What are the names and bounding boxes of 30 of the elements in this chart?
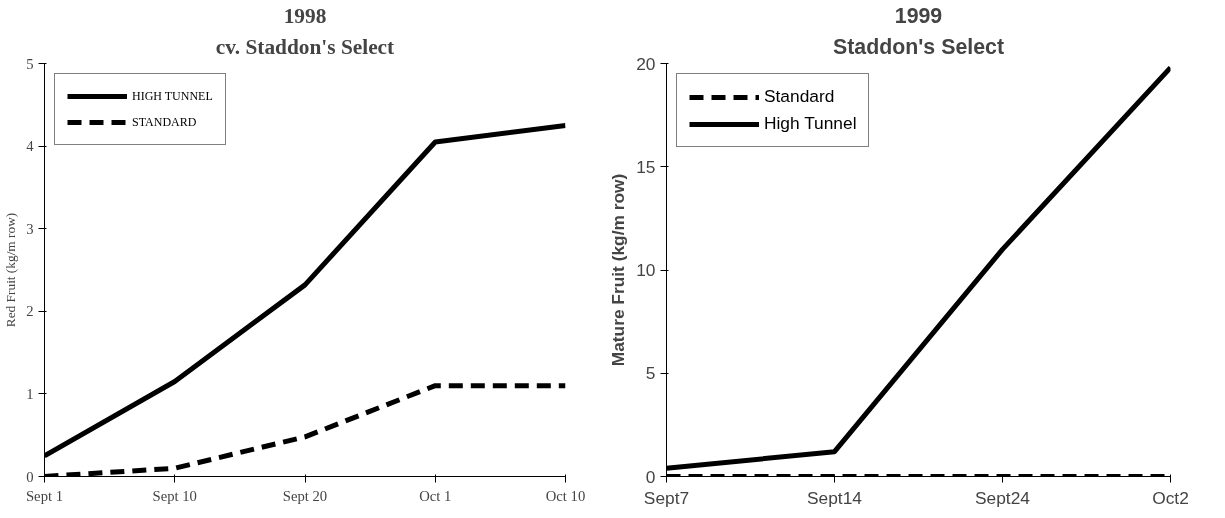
y-tick-label: 20 [636,53,656,74]
x-tick-label: Sept 1 [25,487,64,504]
x-tick-label: Oct2 [1152,487,1189,508]
chart-title: 1998 [283,3,327,28]
y-axis-title: Mature Fruit (kg/m row) [608,173,629,367]
legend-label: Standard [764,86,835,107]
y-tick-label: 4 [26,138,35,155]
chart-subtitle: Staddon's Select [833,34,1004,59]
x-tick-label: Sept24 [975,487,1031,508]
x-tick-label: Sept 10 [152,487,197,504]
y-axis-title: Red Fruit (kg/m row) [3,212,19,328]
y-tick-label: 0 [645,466,656,487]
x-tick-label: Oct 10 [545,487,586,504]
chart-subtitle: cv. Staddon's Select [215,34,396,59]
legend-label: STANDARD [132,114,197,130]
y-tick-label: 1 [26,385,34,402]
y-tick-label: 2 [26,303,34,320]
chart-title: 1999 [894,3,943,28]
legend-label: HIGH TUNNEL [132,88,213,104]
x-tick-label: Sept 20 [282,487,328,504]
y-tick-label: 15 [636,156,656,177]
y-tick-label: 0 [26,468,34,485]
y-tick-label: 5 [645,363,656,384]
y-tick-label: 5 [26,55,34,72]
y-tick-label: 3 [26,220,34,237]
y-tick-label: 10 [636,260,656,280]
x-tick-label: Oct 1 [419,487,452,504]
x-tick-label: Sept7 [643,487,690,508]
legend-label: High Tunnel [764,113,857,134]
x-tick-label: Sept14 [807,487,863,508]
